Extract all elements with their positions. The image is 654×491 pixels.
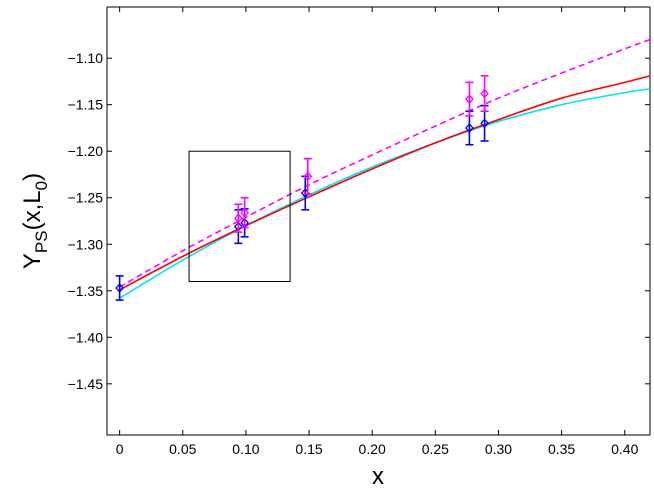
x-tick-label: 0.10: [232, 441, 259, 457]
y-axis-title-main: Y: [19, 253, 46, 269]
y-tick-label: −1.35: [68, 283, 104, 299]
x-tick-label: 0.25: [422, 441, 449, 457]
x-tick-label: 0.15: [295, 441, 322, 457]
y-axis-title-arg: (x,L: [19, 190, 46, 230]
zoom-rectangle: [188, 150, 291, 282]
curves-group: [119, 38, 651, 299]
y-tick-label: −1.10: [68, 50, 104, 66]
y-axis-title: YPS(x,L0): [19, 173, 51, 269]
x-tick-label: 0.05: [169, 441, 196, 457]
x-tick-label: 0: [116, 441, 124, 457]
ticks-group: 0 0.05 0.10 0.15 0.20 0.25 0.30 0.35 0.40 −1.10 −1…: [68, 7, 650, 457]
error-bars-group: [115, 75, 489, 301]
data-point-magenta: [303, 171, 313, 182]
x-tick-label: 0.40: [611, 441, 638, 457]
data-point-magenta: [465, 94, 474, 105]
fit-curve-solid: [119, 75, 651, 291]
y-tick-label: −1.45: [68, 376, 104, 392]
plot-area: [106, 6, 651, 436]
data-point-magenta: [480, 88, 489, 99]
data-point-blue: [465, 122, 474, 133]
x-tick-label: 0.20: [359, 441, 386, 457]
y-tick-label: −1.15: [68, 97, 104, 113]
fit-curve-solid: [119, 88, 651, 299]
x-tick-label: 0.30: [485, 441, 512, 457]
y-tick-label: −1.30: [68, 236, 104, 252]
data-point-magenta: [233, 213, 243, 224]
data-point-blue: [480, 118, 489, 129]
axes-frame-group: [106, 6, 651, 436]
y-tick-label: −1.40: [68, 329, 104, 345]
annotations-group: [188, 150, 291, 282]
y-axis-title-sub: PS: [32, 230, 51, 253]
data-point-magenta: [240, 207, 250, 218]
y-axis-title-close: ): [19, 173, 46, 181]
y-tick-label: −1.25: [68, 190, 104, 206]
fit-curve-dashed: [119, 38, 651, 288]
data-point-blue: [115, 283, 124, 293]
y-axis-title-arg-sub: 0: [32, 181, 51, 190]
y-tick-label: −1.20: [68, 143, 104, 159]
x-axis-title: x: [372, 463, 384, 490]
x-tick-label: 0.35: [548, 441, 575, 457]
